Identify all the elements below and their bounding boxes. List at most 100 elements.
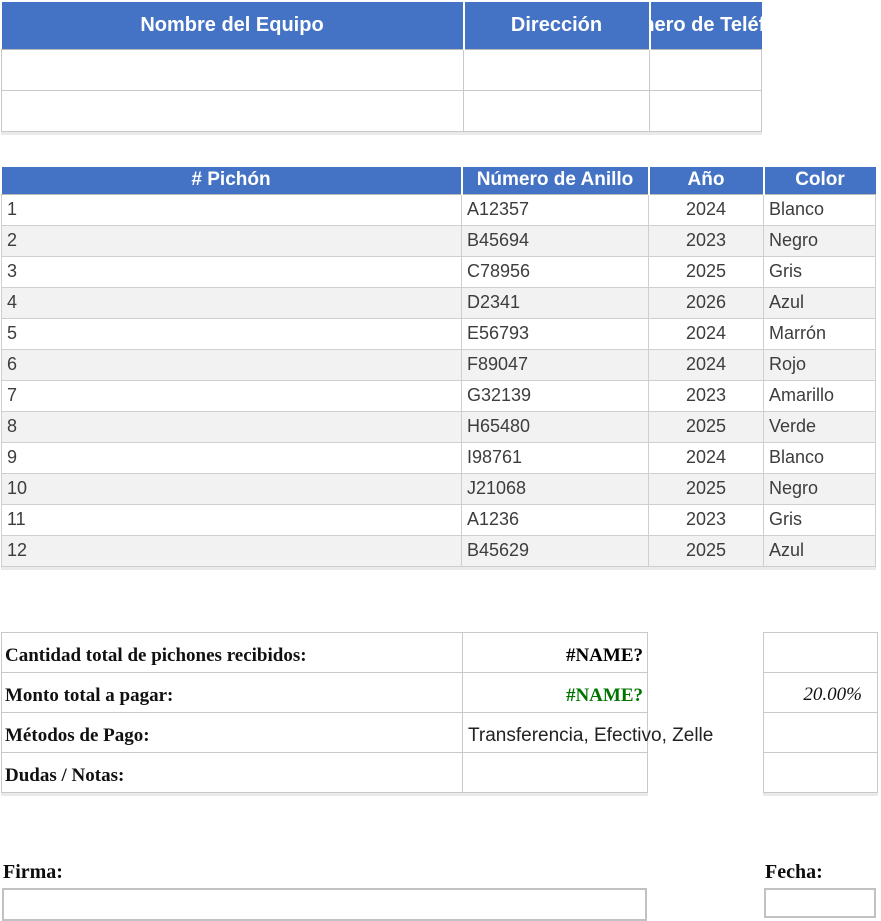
year-cell[interactable]: 2024 bbox=[648, 441, 764, 474]
year-cell[interactable]: 2024 bbox=[648, 348, 764, 381]
percentage-cell[interactable]: 20.00% bbox=[763, 672, 878, 713]
payment-methods-text: Transferencia, Efectivo, Zelle bbox=[468, 724, 714, 746]
pigeon-list-table: # Pichón Número de Anillo Año Color 1 A1… bbox=[1, 167, 876, 567]
color-cell[interactable]: Gris bbox=[763, 503, 876, 536]
team-input-row bbox=[1, 89, 762, 132]
side-panel-row: 20.00% bbox=[763, 672, 878, 713]
pigeon-row: 10 J21068 2025 Negro bbox=[1, 472, 876, 505]
ring-number-cell[interactable]: C78956 bbox=[461, 255, 649, 288]
color-cell[interactable]: Azul bbox=[763, 534, 876, 567]
total-amount-value[interactable]: #NAME? bbox=[462, 672, 648, 713]
pigeon-number-cell[interactable]: 12 bbox=[1, 534, 462, 567]
pigeon-number-cell[interactable]: 11 bbox=[1, 503, 462, 536]
total-amount-label: Monto total a pagar: bbox=[1, 672, 463, 713]
pigeon-row: 12 B45629 2025 Azul bbox=[1, 534, 876, 567]
ring-number-cell[interactable]: F89047 bbox=[461, 348, 649, 381]
phone-header: Número de Teléfono bbox=[648, 2, 762, 50]
year-cell[interactable]: 2026 bbox=[648, 286, 764, 319]
pigeon-row: 2 B45694 2023 Negro bbox=[1, 224, 876, 257]
summary-table: Cantidad total de pichones recibidos: #N… bbox=[1, 632, 713, 793]
ring-number-header: Número de Anillo bbox=[460, 167, 649, 195]
summary-row-total-amount: Monto total a pagar: #NAME? bbox=[1, 672, 648, 713]
address-input-cell[interactable] bbox=[463, 89, 650, 132]
pigeon-table-header-row: # Pichón Número de Anillo Año Color bbox=[1, 167, 876, 195]
year-cell[interactable]: 2023 bbox=[648, 379, 764, 412]
pigeon-number-header: # Pichón bbox=[1, 167, 462, 195]
summary-row-notes: Dudas / Notas: bbox=[1, 752, 648, 793]
color-cell[interactable]: Blanco bbox=[763, 441, 876, 474]
pigeon-row: 4 D2341 2026 Azul bbox=[1, 286, 876, 319]
side-panel-row bbox=[763, 632, 878, 673]
color-cell[interactable]: Gris bbox=[763, 255, 876, 288]
side-panel-cell[interactable] bbox=[763, 632, 878, 673]
team-input-row bbox=[1, 48, 762, 91]
year-cell[interactable]: 2024 bbox=[648, 317, 764, 350]
pigeon-number-cell[interactable]: 8 bbox=[1, 410, 462, 443]
pigeon-number-cell[interactable]: 7 bbox=[1, 379, 462, 412]
ring-number-cell[interactable]: B45629 bbox=[461, 534, 649, 567]
pigeon-number-cell[interactable]: 3 bbox=[1, 255, 462, 288]
team-name-input-cell[interactable] bbox=[1, 89, 464, 132]
team-info-table: Nombre del Equipo Dirección Número de Te… bbox=[1, 2, 762, 132]
ring-number-cell[interactable]: E56793 bbox=[461, 317, 649, 350]
pigeon-row: 1 A12357 2024 Blanco bbox=[1, 193, 876, 226]
payment-methods-label: Métodos de Pago: bbox=[1, 712, 463, 753]
phone-input-cell[interactable] bbox=[649, 48, 762, 91]
ring-number-cell[interactable]: G32139 bbox=[461, 379, 649, 412]
color-cell[interactable]: Negro bbox=[763, 224, 876, 257]
ring-number-cell[interactable]: I98761 bbox=[461, 441, 649, 474]
pigeon-number-cell[interactable]: 10 bbox=[1, 472, 462, 505]
ring-number-cell[interactable]: B45694 bbox=[461, 224, 649, 257]
signature-box[interactable] bbox=[2, 888, 647, 921]
pigeon-row: 3 C78956 2025 Gris bbox=[1, 255, 876, 288]
summary-row-payment-methods: Métodos de Pago: Transferencia, Efectivo… bbox=[1, 712, 713, 753]
pigeon-number-cell[interactable]: 9 bbox=[1, 441, 462, 474]
year-cell[interactable]: 2023 bbox=[648, 503, 764, 536]
year-cell[interactable]: 2024 bbox=[648, 193, 764, 226]
side-panel-cell[interactable] bbox=[763, 752, 878, 793]
team-table-header-row: Nombre del Equipo Dirección Número de Te… bbox=[1, 2, 762, 50]
payment-methods-value[interactable]: Transferencia, Efectivo, Zelle bbox=[462, 712, 713, 753]
color-cell[interactable]: Amarillo bbox=[763, 379, 876, 412]
phone-header-label: Número de Teléfono bbox=[652, 13, 762, 36]
total-count-value[interactable]: #NAME? bbox=[462, 632, 648, 673]
year-cell[interactable]: 2025 bbox=[648, 410, 764, 443]
address-input-cell[interactable] bbox=[463, 48, 650, 91]
pigeon-number-cell[interactable]: 2 bbox=[1, 224, 462, 257]
team-name-header: Nombre del Equipo bbox=[1, 2, 464, 50]
color-cell[interactable]: Azul bbox=[763, 286, 876, 319]
summary-row-total-count: Cantidad total de pichones recibidos: #N… bbox=[1, 632, 648, 673]
ring-number-cell[interactable]: J21068 bbox=[461, 472, 649, 505]
ring-number-cell[interactable]: D2341 bbox=[461, 286, 649, 319]
pigeon-number-cell[interactable]: 6 bbox=[1, 348, 462, 381]
date-box[interactable] bbox=[764, 888, 876, 918]
side-panel-row bbox=[763, 712, 878, 753]
side-panel-table: 20.00% bbox=[763, 632, 878, 793]
color-cell[interactable]: Rojo bbox=[763, 348, 876, 381]
color-header: Color bbox=[762, 167, 876, 195]
notes-value[interactable] bbox=[462, 752, 648, 793]
pigeon-number-cell[interactable]: 5 bbox=[1, 317, 462, 350]
notes-label: Dudas / Notas: bbox=[1, 752, 463, 793]
ring-number-cell[interactable]: A12357 bbox=[461, 193, 649, 226]
year-cell[interactable]: 2023 bbox=[648, 224, 764, 257]
color-cell[interactable]: Marrón bbox=[763, 317, 876, 350]
side-panel-cell[interactable] bbox=[763, 712, 878, 753]
color-cell[interactable]: Verde bbox=[763, 410, 876, 443]
pigeon-row: 6 F89047 2024 Rojo bbox=[1, 348, 876, 381]
phone-input-cell[interactable] bbox=[649, 89, 762, 132]
year-cell[interactable]: 2025 bbox=[648, 255, 764, 288]
year-cell[interactable]: 2025 bbox=[648, 534, 764, 567]
ring-number-cell[interactable]: H65480 bbox=[461, 410, 649, 443]
color-cell[interactable]: Blanco bbox=[763, 193, 876, 226]
year-header: Año bbox=[647, 167, 764, 195]
color-cell[interactable]: Negro bbox=[763, 472, 876, 505]
ring-number-cell[interactable]: A1236 bbox=[461, 503, 649, 536]
pigeon-number-cell[interactable]: 4 bbox=[1, 286, 462, 319]
side-panel-row bbox=[763, 752, 878, 793]
pigeon-number-cell[interactable]: 1 bbox=[1, 193, 462, 226]
pigeon-row: 7 G32139 2023 Amarillo bbox=[1, 379, 876, 412]
team-name-input-cell[interactable] bbox=[1, 48, 464, 91]
year-cell[interactable]: 2025 bbox=[648, 472, 764, 505]
